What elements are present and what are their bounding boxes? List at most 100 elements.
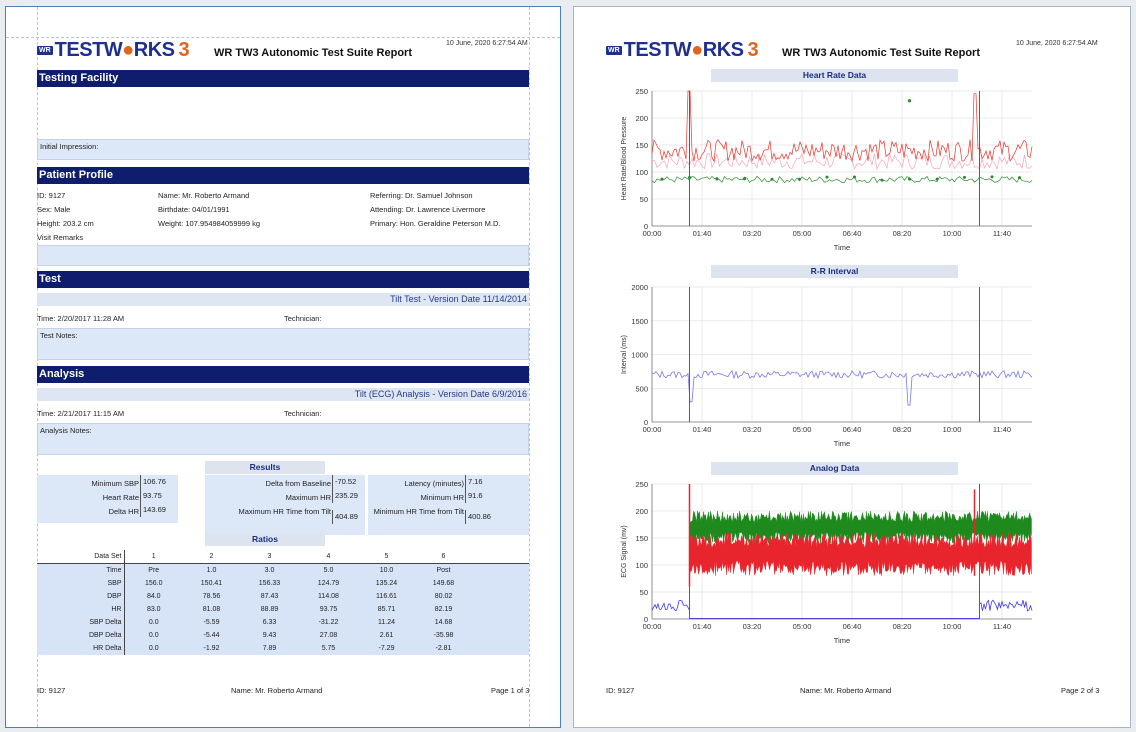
logo-version: 3	[747, 39, 759, 61]
x-tick-label: 10:00	[943, 622, 962, 631]
patient-id: ID: 9127	[37, 191, 66, 200]
series-line-green	[651, 175, 1033, 184]
x-tick-label: 03:20	[743, 622, 762, 631]
result-label: Maximum HR Time from Tilt	[238, 507, 331, 516]
ratios-cell: 3.0	[240, 563, 299, 577]
x-axis-label: Time	[834, 439, 850, 448]
series-line-red	[651, 90, 1033, 163]
data-point	[935, 177, 939, 181]
y-tick-label: 50	[640, 195, 648, 204]
primary-physician: Primary: Hon. Geraldine Peterson M.D.	[370, 219, 501, 228]
ratios-cell: 5.75	[299, 642, 358, 655]
ratios-cell: -5.44	[183, 629, 240, 642]
ratios-table: Data Set 1 2 3 4 5 6 Time Pre 1.0 3.0 5.0 10.0 Post SB…	[37, 550, 529, 655]
ratios-cell: 149.68	[415, 577, 472, 590]
x-tick-label: 06:40	[843, 425, 862, 434]
data-point	[908, 177, 911, 181]
ratios-cell: 114.08	[299, 590, 358, 603]
y-tick-label: 2000	[631, 283, 648, 292]
footer-page-number: Page 1 of 3	[491, 686, 530, 695]
data-point	[963, 175, 966, 179]
referring-physician: Referring: Dr. Samuel Johnson	[370, 191, 473, 200]
ratios-cell: 0.0	[124, 616, 183, 629]
y-axis-label: ECG Signal (mv)	[621, 525, 628, 578]
x-tick-label: 10:00	[943, 229, 962, 238]
ratios-cell: 150.41	[183, 577, 240, 590]
result-label: Minimum SBP	[91, 479, 139, 488]
data-point	[715, 177, 719, 181]
footer-patient-id: ID: 9127	[606, 686, 635, 695]
ratios-row-label: HR	[37, 603, 125, 616]
data-point	[1018, 176, 1021, 180]
result-label: Heart Rate	[102, 493, 139, 502]
logo-text: TESTW●RKS	[54, 39, 175, 61]
ratios-cell: 82.19	[415, 603, 472, 616]
y-tick-label: 250	[635, 480, 648, 489]
y-tick-label: 200	[635, 114, 648, 123]
series-line-rr	[651, 369, 1033, 406]
ratios-spacer	[472, 629, 529, 642]
section-patient-profile: Patient Profile	[37, 167, 529, 184]
section-analysis: Analysis	[37, 366, 529, 383]
patient-weight: Weight: 107.954984059999 kg	[158, 219, 261, 228]
logo-version: 3	[178, 39, 190, 61]
result-value: 404.89	[332, 510, 365, 524]
analysis-notes-label: Analysis Notes:	[40, 426, 92, 435]
result-value: 235.29	[332, 489, 365, 503]
footer-patient-name: Name: Mr. Roberto Armand	[800, 686, 892, 695]
results-title: Results	[205, 461, 325, 474]
ratios-cell: 10.0	[358, 563, 415, 577]
ratios-column-header: 1	[124, 550, 183, 564]
ratios-spacer	[472, 642, 529, 655]
report-page-2: WR TESTW●RKS 3 WR TW3 Autonomic Test Suite…	[573, 6, 1131, 728]
ratios-cell: 0.0	[124, 629, 183, 642]
ratios-cell: 9.43	[240, 629, 299, 642]
result-value: 106.76	[140, 475, 178, 489]
result-value: 400.86	[465, 510, 529, 524]
data-point	[743, 177, 746, 181]
result-value: 7.16	[465, 475, 529, 489]
ratios-row: HR Delta 0.0 -1.92 7.89 5.75 -7.29 -2.81	[37, 642, 529, 655]
x-tick-label: 05:00	[793, 425, 812, 434]
x-tick-label: 01:40	[693, 425, 712, 434]
logo: WR TESTW●RKS 3	[37, 39, 190, 62]
test-time: Time: 2/20/2017 11:28 AM	[37, 314, 125, 323]
x-tick-label: 08:20	[893, 425, 912, 434]
ratios-column-header: 6	[415, 550, 472, 564]
ratios-cell: 1.0	[183, 563, 240, 577]
ratios-cell: 6.33	[240, 616, 299, 629]
data-point	[880, 178, 884, 182]
analysis-notes-box: Analysis Notes:	[37, 423, 529, 455]
test-technician: Technician:	[284, 314, 322, 323]
footer-patient-name: Name: Mr. Roberto Armand	[231, 686, 323, 695]
ratios-spacer	[472, 603, 529, 616]
y-tick-label: 0	[644, 222, 648, 231]
analysis-time: Time: 2/21/2017 11:15 AM	[37, 409, 125, 418]
series-line-blue	[651, 599, 690, 612]
series-line-blue	[979, 599, 1033, 612]
ratios-cell: 87.43	[240, 590, 299, 603]
ratios-row-label: Time	[37, 563, 125, 577]
analysis-version: Tilt (ECG) Analysis - Version Date 6/9/2…	[37, 388, 529, 401]
rr-interval-chart: 0 500 1000 1500 2000 00:00 01:40 03:20 05:00 06:4…	[621, 283, 1033, 448]
report-timestamp: 10 June, 2020 6:27:54 AM	[1016, 40, 1098, 47]
y-tick-label: 1500	[631, 317, 648, 326]
margin-guide	[6, 37, 560, 38]
ratios-cell: 116.61	[358, 590, 415, 603]
result-value: 93.75	[140, 489, 178, 503]
y-tick-label: 1000	[631, 351, 648, 360]
x-tick-label: 10:00	[943, 425, 962, 434]
result-label: Minimum HR	[420, 493, 464, 502]
ratios-column-header: 3	[240, 550, 299, 564]
ratios-cell: Post	[415, 563, 472, 577]
ratios-cell: 81.08	[183, 603, 240, 616]
report-timestamp: 10 June, 2020 6:27:54 AM	[446, 40, 528, 47]
visit-remarks-box	[37, 245, 529, 266]
ratios-cell: 84.0	[124, 590, 183, 603]
result-label: Delta HR	[108, 507, 139, 516]
ratios-spacer	[472, 563, 529, 577]
result-label: Latency (minutes)	[404, 479, 464, 488]
x-tick-label: 01:40	[693, 229, 712, 238]
ratios-title: Ratios	[205, 533, 325, 546]
x-tick-label: 11:40	[993, 229, 1011, 238]
